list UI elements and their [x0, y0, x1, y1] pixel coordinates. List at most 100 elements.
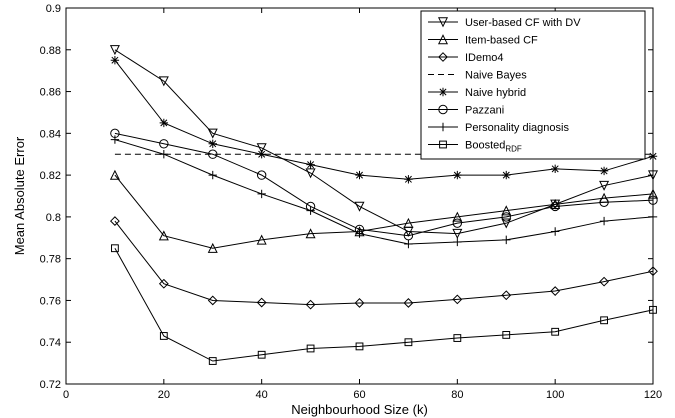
- legend-entry: Naive hybrid: [428, 87, 526, 99]
- data-point: [354, 298, 365, 308]
- legend-entry: User-based CF with DV: [428, 17, 581, 29]
- data-point: [109, 169, 120, 180]
- series-line: [114, 59, 654, 180]
- y-tick-label: 0.9: [46, 3, 61, 15]
- data-point: [158, 230, 169, 241]
- x-tick-label: 120: [644, 389, 662, 401]
- x-tick-label: 20: [158, 389, 170, 401]
- legend-label: Pazzani: [465, 105, 504, 117]
- data-point: [208, 170, 217, 180]
- data-point: [110, 56, 120, 65]
- data-point: [257, 350, 266, 359]
- data-point: [453, 237, 462, 247]
- data-point: [550, 227, 560, 236]
- plot-content: [109, 45, 659, 365]
- data-point: [110, 135, 120, 144]
- data-point: [502, 331, 511, 339]
- data-point: [257, 189, 266, 199]
- x-tick-label: 80: [451, 389, 463, 401]
- legend-marker: [438, 87, 448, 97]
- data-point: [306, 160, 315, 169]
- data-point: [306, 206, 315, 215]
- series-line: [114, 174, 654, 249]
- y-tick-label: 0.84: [40, 128, 61, 140]
- data-point: [453, 170, 462, 180]
- legend-marker: [437, 34, 449, 45]
- data-point: [208, 149, 218, 159]
- legend: User-based CF with DV Item-based CF IDemo4…: [420, 10, 646, 160]
- data-point: [550, 164, 560, 174]
- legend-label-subscript: RDF: [505, 145, 522, 154]
- legend-entry: Pazzani: [428, 105, 504, 117]
- data-point: [599, 216, 609, 226]
- series-line: [114, 247, 654, 362]
- data-point: [159, 150, 169, 159]
- legend-label: Personality diagnosis: [465, 122, 569, 134]
- data-point: [502, 170, 511, 180]
- legend-marker: [438, 122, 448, 132]
- data-point: [109, 45, 120, 56]
- data-point: [550, 201, 560, 212]
- data-point: [159, 118, 169, 128]
- y-tick-label: 0.76: [40, 295, 61, 307]
- legend-entry: Item-based CF: [428, 34, 538, 47]
- data-point: [355, 342, 364, 351]
- y-axis-label: Mean Absolute Error: [12, 136, 27, 255]
- y-tick-label: 0.74: [40, 337, 61, 349]
- data-point: [207, 242, 218, 253]
- x-tick-label: 100: [546, 389, 564, 401]
- data-point: [403, 217, 414, 228]
- data-point: [159, 139, 169, 149]
- legend-label: IDemo4: [465, 52, 504, 64]
- data-point: [159, 332, 168, 340]
- data-point: [111, 244, 119, 253]
- y-tick-label: 0.88: [40, 45, 61, 57]
- data-point: [452, 218, 463, 228]
- data-point: [354, 201, 365, 212]
- x-tick-label: 40: [256, 389, 268, 401]
- legend-label: Naive Bayes: [465, 70, 527, 82]
- data-point: [207, 128, 218, 139]
- data-point: [256, 297, 267, 308]
- series-3: [110, 216, 658, 310]
- x-axis-label: Neighbourhood Size (k): [291, 402, 428, 417]
- y-tick-label: 0.72: [40, 379, 61, 391]
- data-point: [453, 334, 462, 342]
- data-point: [452, 211, 463, 222]
- data-point: [110, 216, 120, 226]
- data-point: [501, 218, 512, 229]
- legend-marker: [437, 17, 449, 28]
- data-point: [355, 170, 364, 180]
- y-tick-label: 0.82: [40, 170, 61, 182]
- data-point: [550, 286, 561, 296]
- axis-ticks: 0 20 40 60 80 100 120 0.72 0.74 0.76 0.78 0.8 0.82 0.…: [40, 3, 663, 401]
- series-line: [114, 132, 654, 237]
- data-point: [404, 338, 413, 347]
- data-point: [599, 276, 609, 287]
- x-tick-label: 0: [63, 389, 69, 401]
- data-point: [600, 316, 608, 325]
- data-point: [158, 76, 169, 87]
- y-tick-label: 0.8: [46, 212, 61, 224]
- data-point: [355, 229, 364, 238]
- data-point: [305, 299, 316, 310]
- series-7: [110, 135, 658, 249]
- data-point: [599, 197, 609, 207]
- data-point: [208, 357, 217, 365]
- data-point: [452, 228, 463, 239]
- legend-label: User-based CF with DV: [465, 17, 581, 29]
- series-line: [114, 139, 654, 245]
- data-point: [599, 166, 609, 176]
- legend-entry: Naive Bayes: [428, 70, 527, 82]
- data-point: [256, 234, 267, 245]
- legend-entry: IDemo4: [428, 52, 504, 64]
- y-tick-label: 0.86: [40, 87, 61, 99]
- data-point: [403, 298, 414, 308]
- data-point: [550, 199, 561, 210]
- data-point: [452, 294, 463, 305]
- data-point: [501, 290, 512, 301]
- series-line: [114, 220, 654, 306]
- data-point: [404, 175, 413, 184]
- series-8: [111, 244, 657, 365]
- data-point: [599, 180, 610, 191]
